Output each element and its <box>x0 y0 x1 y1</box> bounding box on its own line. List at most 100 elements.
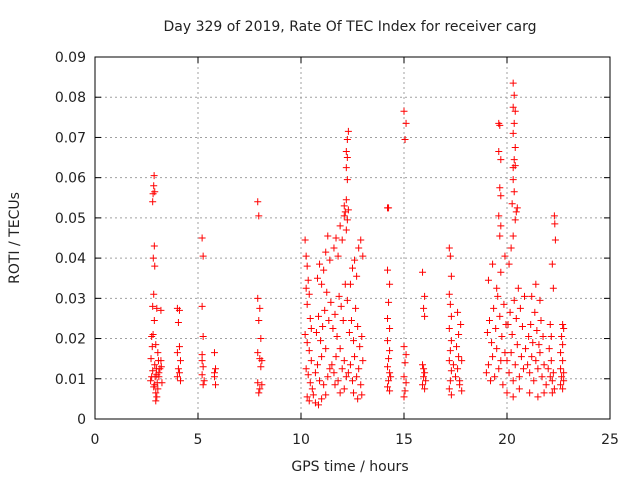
data-point <box>301 331 309 339</box>
data-point <box>526 389 534 397</box>
data-point <box>539 333 547 341</box>
axis-ticks: 0 0.01 0.02 0.03 0.04 0.05 0.06 0.07 0.08 0.09 0 5 1… <box>55 50 619 448</box>
data-point <box>147 355 155 363</box>
data-point <box>301 236 309 244</box>
data-point <box>559 320 567 328</box>
data-point <box>338 236 346 244</box>
data-point <box>401 387 409 395</box>
data-point <box>330 369 338 377</box>
data-point <box>445 244 453 252</box>
data-point <box>510 156 518 164</box>
data-point <box>547 333 555 341</box>
data-point <box>152 397 160 405</box>
data-point <box>353 272 361 280</box>
data-point <box>497 268 505 276</box>
data-point <box>147 377 155 385</box>
data-point <box>324 232 332 240</box>
data-point <box>319 322 327 330</box>
data-point <box>507 349 515 357</box>
data-point <box>351 353 359 361</box>
data-point <box>510 91 518 99</box>
data-point <box>336 222 344 230</box>
data-point <box>305 290 313 298</box>
data-point <box>400 107 408 115</box>
data-point <box>304 276 312 284</box>
data-point <box>255 212 263 220</box>
data-point <box>513 204 521 212</box>
data-point <box>325 316 333 324</box>
data-point <box>342 164 350 172</box>
data-point <box>254 379 262 387</box>
data-point <box>327 298 335 306</box>
data-point <box>308 385 316 393</box>
data-point <box>484 361 492 369</box>
data-point <box>402 379 410 387</box>
data-point <box>501 252 509 260</box>
data-point <box>256 385 264 393</box>
data-point <box>531 308 539 316</box>
data-point <box>199 333 207 341</box>
data-point <box>455 331 463 339</box>
data-point <box>497 222 505 230</box>
data-point <box>343 135 351 143</box>
data-point <box>176 377 184 385</box>
data-point <box>320 381 328 389</box>
data-point <box>499 381 507 389</box>
data-point <box>336 389 344 397</box>
data-point <box>174 318 182 326</box>
data-point <box>318 353 326 361</box>
data-point <box>303 339 311 347</box>
data-point <box>254 198 262 206</box>
data-point <box>352 304 360 312</box>
data-point <box>150 316 158 324</box>
data-point <box>559 385 567 393</box>
data-point <box>333 333 341 341</box>
data-point <box>420 304 428 312</box>
data-point <box>496 121 504 129</box>
plot-frame <box>94 56 611 420</box>
data-point <box>318 280 326 288</box>
data-point <box>498 333 506 341</box>
data-point <box>510 119 518 127</box>
data-point <box>386 347 394 355</box>
data-point <box>482 369 490 377</box>
data-point <box>509 79 517 87</box>
data-point <box>560 377 568 385</box>
data-point <box>199 252 207 260</box>
data-point <box>302 252 310 260</box>
data-point <box>384 266 392 274</box>
data-point <box>537 316 545 324</box>
data-point <box>328 361 336 369</box>
data-point <box>315 312 323 320</box>
x-tick-label: 15 <box>395 432 413 448</box>
data-point <box>157 357 165 365</box>
data-point <box>305 397 313 405</box>
data-point <box>350 337 358 345</box>
data-point <box>487 377 495 385</box>
data-point <box>342 148 350 156</box>
data-point <box>528 292 536 300</box>
data-point <box>317 337 325 345</box>
data-point <box>400 393 408 401</box>
data-point <box>500 300 508 308</box>
data-point <box>312 329 320 337</box>
data-point <box>174 365 182 373</box>
data-point <box>419 268 427 276</box>
data-point <box>549 369 557 377</box>
data-point <box>326 256 334 264</box>
data-point <box>321 306 329 314</box>
data-point <box>346 361 354 369</box>
data-point <box>495 365 503 373</box>
data-point <box>546 373 554 381</box>
data-point <box>175 369 183 377</box>
data-point <box>522 345 530 353</box>
data-point <box>157 363 165 371</box>
data-point <box>151 262 159 270</box>
data-point <box>509 232 517 240</box>
data-points <box>147 79 568 409</box>
data-point <box>355 365 363 373</box>
data-point <box>175 343 183 351</box>
data-point <box>447 312 455 320</box>
data-point <box>445 385 453 393</box>
data-point <box>303 262 311 270</box>
